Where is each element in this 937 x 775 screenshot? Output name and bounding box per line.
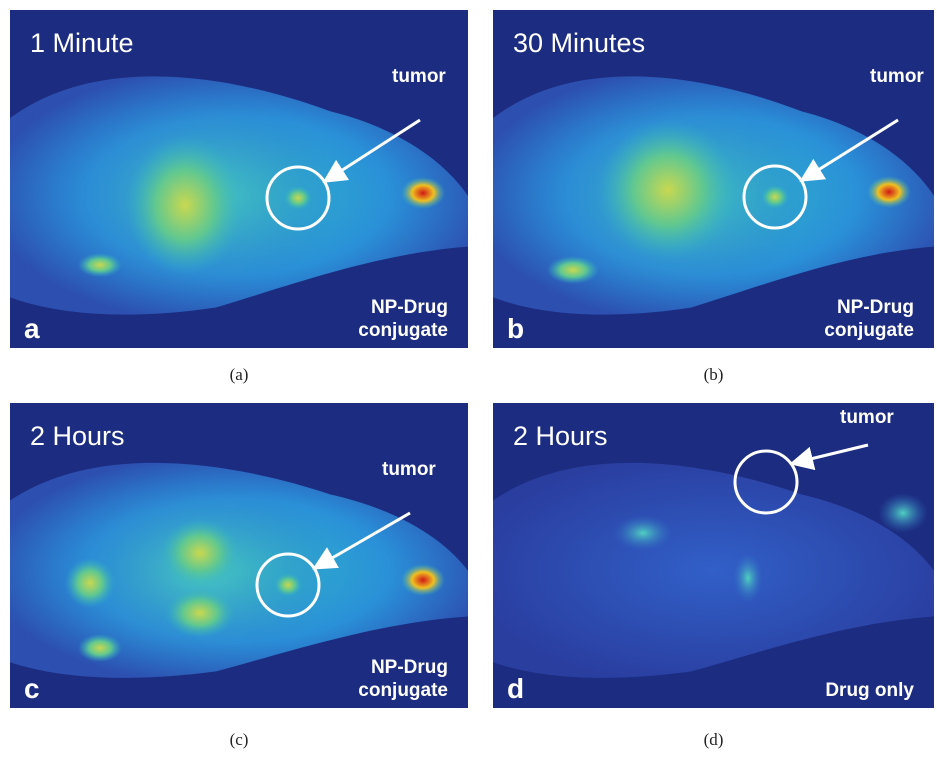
agent-label: NP-Drug [371, 657, 448, 678]
red-spot [401, 564, 445, 596]
agent-label: NP-Drug [837, 297, 914, 318]
time-label: 30 Minutes [513, 28, 645, 58]
tumor-signal [284, 186, 312, 210]
panel: 2 Hours tumor d Drug only [493, 403, 934, 708]
agent-label: conjugate [824, 320, 914, 341]
hot-spot [598, 120, 738, 260]
hot-spot [78, 634, 122, 662]
red-spot [867, 176, 911, 208]
time-label: 1 Minute [30, 28, 134, 58]
tumor-signal [761, 185, 789, 209]
tumor-label: tumor [382, 459, 436, 480]
dim-spot [878, 493, 928, 533]
panel-letter: c [24, 673, 40, 704]
tumor-label: tumor [870, 66, 924, 87]
dim-spot [613, 515, 673, 551]
agent-label: conjugate [358, 680, 448, 701]
hot-spot [165, 588, 235, 638]
panel-letter: a [24, 313, 40, 344]
time-label: 2 Hours [30, 421, 125, 451]
dim-spot [733, 553, 763, 603]
caption: (d) [704, 730, 724, 749]
panel-letter: b [507, 313, 524, 344]
tumor-label: tumor [392, 66, 446, 87]
caption: (a) [230, 365, 249, 384]
hot-spot [547, 256, 599, 284]
hot-spot [78, 253, 122, 277]
caption: (c) [230, 730, 249, 749]
hot-spot [160, 518, 240, 588]
panel-letter: d [507, 673, 524, 704]
caption: (b) [704, 365, 724, 384]
tumor-signal [274, 573, 302, 597]
hot-spot [125, 135, 245, 275]
hot-spot [65, 558, 115, 608]
red-spot [401, 177, 445, 209]
tumor-label: tumor [840, 407, 894, 428]
agent-label: conjugate [358, 320, 448, 341]
agent-label: NP-Drug [371, 297, 448, 318]
time-label: 2 Hours [513, 421, 608, 451]
agent-label: Drug only [825, 680, 914, 701]
figure: 1 MinutetumoraNP-Drugconjugate(a)30 Minu… [0, 0, 937, 775]
